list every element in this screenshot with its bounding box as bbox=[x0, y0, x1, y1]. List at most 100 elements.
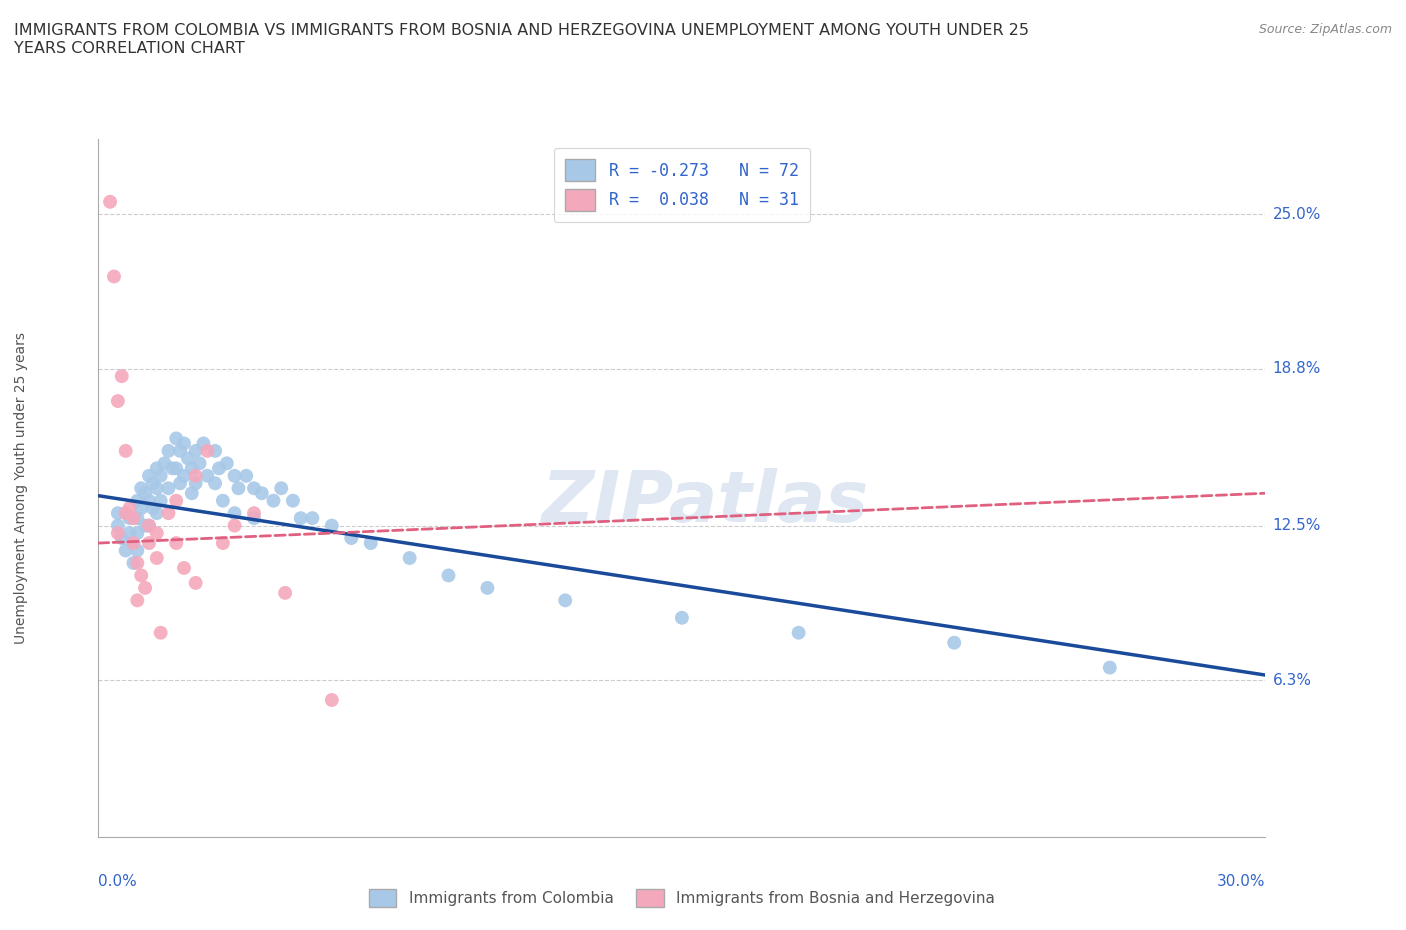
Point bbox=[250, 485, 273, 500]
Point bbox=[165, 536, 187, 551]
Point bbox=[118, 525, 141, 540]
Point bbox=[129, 500, 152, 515]
Text: 30.0%: 30.0% bbox=[1218, 874, 1265, 889]
Point bbox=[360, 536, 382, 551]
Point bbox=[243, 506, 266, 521]
Point bbox=[169, 476, 191, 491]
Point bbox=[437, 568, 460, 583]
Point bbox=[107, 393, 129, 408]
Point bbox=[157, 444, 180, 458]
Point bbox=[153, 456, 176, 471]
Point bbox=[149, 469, 172, 484]
Point bbox=[122, 536, 145, 551]
Point bbox=[173, 436, 195, 451]
Point bbox=[321, 518, 343, 533]
Point bbox=[943, 635, 966, 650]
Text: Unemployment Among Youth under 25 years: Unemployment Among Youth under 25 years bbox=[14, 332, 28, 644]
Legend: Immigrants from Colombia, Immigrants from Bosnia and Herzegovina: Immigrants from Colombia, Immigrants fro… bbox=[363, 884, 1001, 913]
Point bbox=[169, 444, 191, 458]
Point bbox=[173, 561, 195, 576]
Point bbox=[107, 506, 129, 521]
Point bbox=[228, 481, 250, 496]
Point bbox=[122, 511, 145, 525]
Point bbox=[157, 481, 180, 496]
Point bbox=[165, 493, 187, 508]
Point bbox=[270, 481, 292, 496]
Point bbox=[477, 580, 499, 595]
Point bbox=[554, 593, 576, 608]
Point bbox=[138, 493, 160, 508]
Point bbox=[142, 476, 165, 491]
Point bbox=[134, 518, 156, 533]
Point bbox=[243, 511, 266, 525]
Point bbox=[114, 543, 136, 558]
Point bbox=[111, 368, 134, 383]
Point bbox=[138, 518, 160, 533]
Point bbox=[134, 580, 156, 595]
Point bbox=[157, 506, 180, 521]
Point bbox=[138, 469, 160, 484]
Point bbox=[114, 444, 136, 458]
Point bbox=[195, 444, 218, 458]
Text: Source: ZipAtlas.com: Source: ZipAtlas.com bbox=[1258, 23, 1392, 36]
Text: 18.8%: 18.8% bbox=[1272, 361, 1320, 376]
Point bbox=[671, 610, 693, 625]
Point bbox=[212, 536, 235, 551]
Point bbox=[127, 593, 149, 608]
Point bbox=[127, 493, 149, 508]
Point bbox=[138, 518, 160, 533]
Point bbox=[184, 476, 207, 491]
Point bbox=[138, 536, 160, 551]
Text: 0.0%: 0.0% bbox=[98, 874, 138, 889]
Text: 6.3%: 6.3% bbox=[1272, 672, 1312, 687]
Point bbox=[224, 518, 246, 533]
Point bbox=[188, 456, 211, 471]
Point bbox=[111, 531, 134, 546]
Point bbox=[165, 461, 187, 476]
Point bbox=[1098, 660, 1121, 675]
Point bbox=[235, 469, 257, 484]
Point bbox=[146, 481, 169, 496]
Point bbox=[180, 461, 202, 476]
Point bbox=[204, 476, 226, 491]
Point bbox=[274, 586, 297, 601]
Point bbox=[195, 469, 218, 484]
Point bbox=[103, 269, 125, 284]
Point bbox=[208, 461, 231, 476]
Text: 25.0%: 25.0% bbox=[1272, 206, 1320, 221]
Point bbox=[321, 693, 343, 708]
Point bbox=[149, 625, 172, 640]
Point bbox=[107, 518, 129, 533]
Point bbox=[118, 500, 141, 515]
Point bbox=[340, 531, 363, 546]
Point bbox=[184, 469, 207, 484]
Point bbox=[184, 576, 207, 591]
Point bbox=[107, 525, 129, 540]
Point bbox=[114, 506, 136, 521]
Point bbox=[224, 469, 246, 484]
Text: ZIPatlas: ZIPatlas bbox=[541, 468, 869, 537]
Point bbox=[398, 551, 420, 565]
Point bbox=[129, 481, 152, 496]
Text: 12.5%: 12.5% bbox=[1272, 518, 1320, 533]
Point bbox=[262, 493, 284, 508]
Point bbox=[127, 525, 149, 540]
Point bbox=[173, 469, 195, 484]
Point bbox=[162, 461, 184, 476]
Point bbox=[212, 493, 235, 508]
Point bbox=[127, 511, 149, 525]
Point bbox=[146, 525, 169, 540]
Point bbox=[301, 511, 323, 525]
Point bbox=[243, 481, 266, 496]
Point bbox=[290, 511, 312, 525]
Point bbox=[134, 485, 156, 500]
Point bbox=[146, 506, 169, 521]
Point bbox=[215, 456, 238, 471]
Point bbox=[146, 461, 169, 476]
Point bbox=[127, 543, 149, 558]
Point bbox=[177, 451, 200, 466]
Point bbox=[180, 485, 202, 500]
Point bbox=[129, 568, 152, 583]
Point bbox=[149, 493, 172, 508]
Point bbox=[165, 431, 187, 445]
